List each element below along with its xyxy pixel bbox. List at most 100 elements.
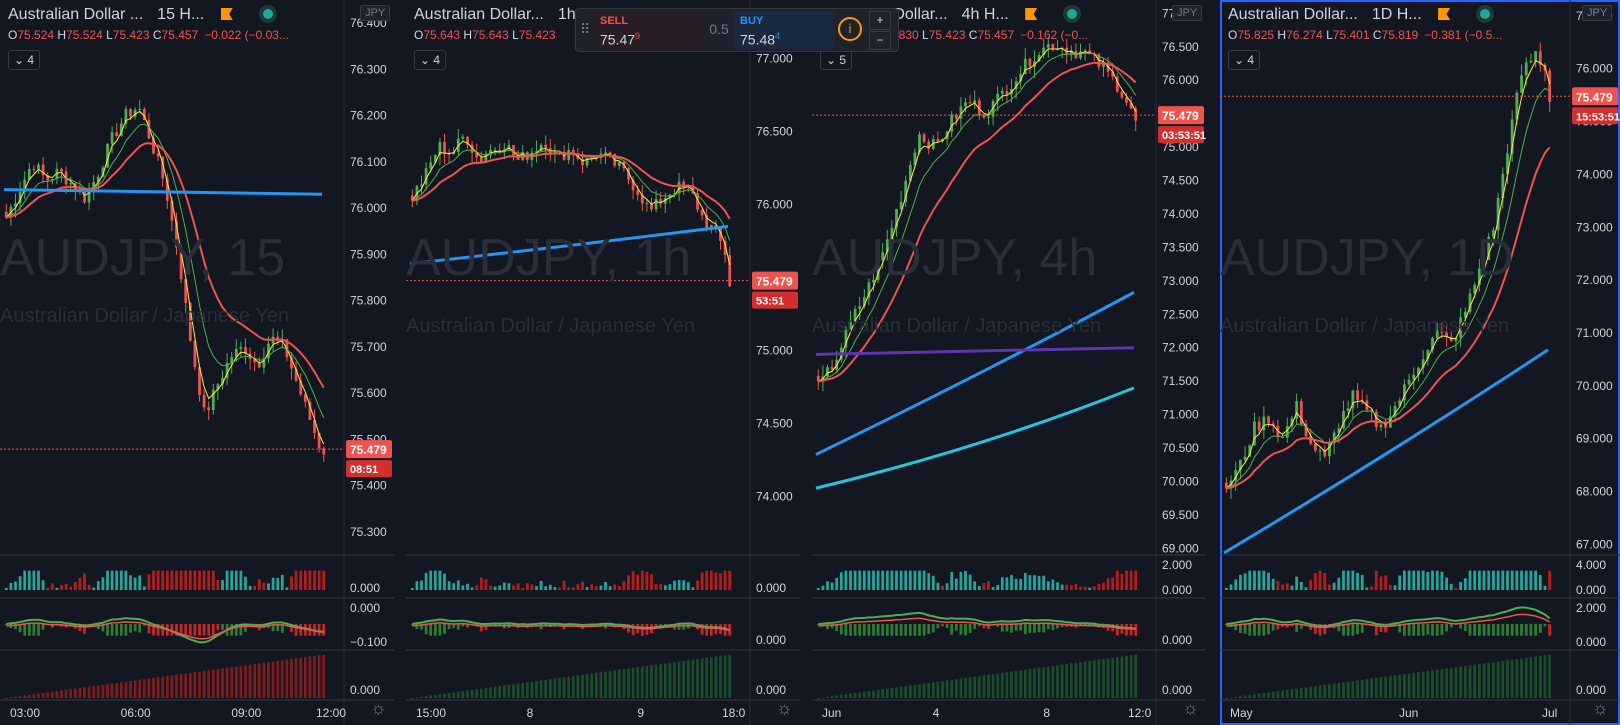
chart-canvas-1h[interactable]: 77.00076.50076.00075.50075.00074.50074.0… <box>406 0 800 725</box>
candle-body <box>1318 450 1322 452</box>
indicator-count-button[interactable]: ⌄ 5 <box>820 50 852 70</box>
chart-canvas-4h[interactable]: 77.00076.50076.00075.50075.00074.50074.0… <box>812 0 1206 725</box>
indicator-bar <box>709 657 713 698</box>
candle-body <box>438 142 442 156</box>
indicator-bar <box>1506 624 1509 636</box>
legend-title[interactable]: Australian Dollar... 1h <box>414 6 576 24</box>
candle-body <box>225 363 229 378</box>
candle-body <box>696 193 699 210</box>
indicator-bar <box>1501 624 1505 636</box>
indicator-bar <box>188 624 192 636</box>
settings-gear-icon[interactable]: ☼ <box>1592 698 1609 718</box>
chart-canvas-1d[interactable]: 77.00076.00075.00074.00073.00072.00071.0… <box>1220 0 1620 725</box>
indicator-bar <box>60 690 63 698</box>
indicator-bar <box>959 571 963 590</box>
settings-gear-icon[interactable]: ☼ <box>776 698 793 718</box>
chart-pane-1d[interactable]: 77.00076.00075.00074.00073.00072.00071.0… <box>1220 0 1620 725</box>
indicator-bar <box>1285 689 1289 698</box>
indicator-bar <box>1313 686 1317 698</box>
currency-badge[interactable]: JPY <box>360 5 391 21</box>
indicator-bar <box>682 580 686 590</box>
indicator-bar <box>922 624 926 636</box>
settings-gear-icon[interactable]: ☼ <box>370 698 387 718</box>
symbol-title[interactable]: Australian Dollar... <box>414 6 544 23</box>
currency-badge[interactable]: JPY <box>1172 5 1203 21</box>
sell-button[interactable]: SELL 75.479 <box>594 11 704 49</box>
indicator-bar <box>1092 586 1096 590</box>
currency-badge[interactable]: JPY <box>1582 5 1613 21</box>
indicator-bar <box>696 580 699 590</box>
indicator-bar <box>982 624 986 629</box>
ema-slow-line <box>818 61 1137 383</box>
indicator-bar <box>1056 665 1059 698</box>
buy-button[interactable]: BUY 75.484 <box>734 11 834 49</box>
chart-pane-15m[interactable]: 76.400 76.300 76.200 76.100 76.000 75.900 75.8… <box>0 0 394 725</box>
timeframe-label[interactable]: 1D <box>1371 6 1393 23</box>
indicator-bar <box>844 624 848 636</box>
indicator-bar <box>410 698 414 699</box>
candle-body <box>170 200 174 221</box>
indicator-bar <box>714 624 718 635</box>
indicator-bar <box>202 624 206 636</box>
indicator-bar <box>1454 667 1458 698</box>
legend-title[interactable]: Australian Dollar... 1D H... <box>1228 6 1491 24</box>
chart-pane-1h[interactable]: 77.00076.50076.00075.50075.00074.50074.0… <box>406 0 800 725</box>
indicator-bar <box>493 624 497 626</box>
indicator-bar <box>835 577 839 590</box>
quantity-plus-button[interactable]: + <box>869 11 891 30</box>
symbol-title[interactable]: Australian Dollar... <box>1228 6 1358 23</box>
indicator-bar <box>1065 584 1069 590</box>
legend-title[interactable]: Australian Dollar ... 15 H... <box>8 6 273 24</box>
indicator-bar <box>1388 676 1392 698</box>
indicator-count-button[interactable]: ⌄ 4 <box>8 50 40 70</box>
settings-gear-icon[interactable]: ☼ <box>1182 698 1199 718</box>
indicator-bar <box>253 585 257 590</box>
indicator-bar <box>1318 624 1322 636</box>
timeframe-label[interactable]: 15 <box>157 6 175 23</box>
indicator-bar <box>1487 570 1491 590</box>
candle-body <box>466 136 469 145</box>
indicator-bar <box>1360 679 1364 698</box>
chart-pane-4h[interactable]: 77.00076.50076.00075.50075.00074.50074.0… <box>812 0 1206 725</box>
candle-body <box>1374 411 1378 428</box>
flag-icon[interactable] <box>220 8 233 20</box>
timeframe-label[interactable]: 1h <box>557 6 576 23</box>
drag-handle-icon[interactable]: ⠿ <box>580 21 591 37</box>
indicator-bar <box>303 570 307 590</box>
indicator-bar <box>677 579 681 590</box>
indicator-bar <box>1248 694 1252 698</box>
indicator-bar <box>613 624 617 628</box>
y-tick-label: 76.000 <box>350 201 387 215</box>
y-tick-label: 75.800 <box>350 294 387 308</box>
indicator-count-button[interactable]: ⌄ 4 <box>414 50 446 70</box>
candle-body <box>1309 436 1313 444</box>
candle-body <box>964 102 967 107</box>
indicator-bar <box>4 588 8 590</box>
candle-body <box>244 347 247 354</box>
candle-body <box>299 380 303 395</box>
indicator-bar <box>1412 570 1416 590</box>
symbol-title[interactable]: Australian Dollar ... <box>8 6 144 23</box>
sub-tick-label: 4.000 <box>1576 558 1606 572</box>
indicator-bar <box>849 693 852 698</box>
indicator-bar <box>853 692 857 698</box>
quantity-minus-button[interactable]: − <box>869 31 891 50</box>
indicator-bar <box>1056 582 1059 590</box>
info-icon[interactable]: i <box>838 17 862 41</box>
indicator-bar <box>673 662 676 698</box>
chart-canvas-15m[interactable]: 76.40076.30076.20076.10076.00075.90075.8… <box>0 0 394 725</box>
indicator-bar <box>1000 624 1004 632</box>
indicator-bar <box>1323 624 1327 635</box>
indicator-bar <box>881 689 885 698</box>
flag-icon[interactable] <box>1438 8 1451 20</box>
timeframe-label[interactable]: 4h <box>961 6 980 23</box>
indicator-count-button[interactable]: ⌄ 4 <box>1228 50 1260 70</box>
flag-icon[interactable] <box>1025 8 1038 20</box>
sub-tick-label: 0.000 <box>350 683 380 697</box>
indicator-bar <box>677 661 681 698</box>
indicator-bar <box>1125 655 1128 698</box>
indicator-bar <box>673 580 676 590</box>
candle-body <box>918 134 921 153</box>
indicator-bar <box>1417 570 1420 590</box>
y-tick-label: 75.000 <box>756 344 793 358</box>
